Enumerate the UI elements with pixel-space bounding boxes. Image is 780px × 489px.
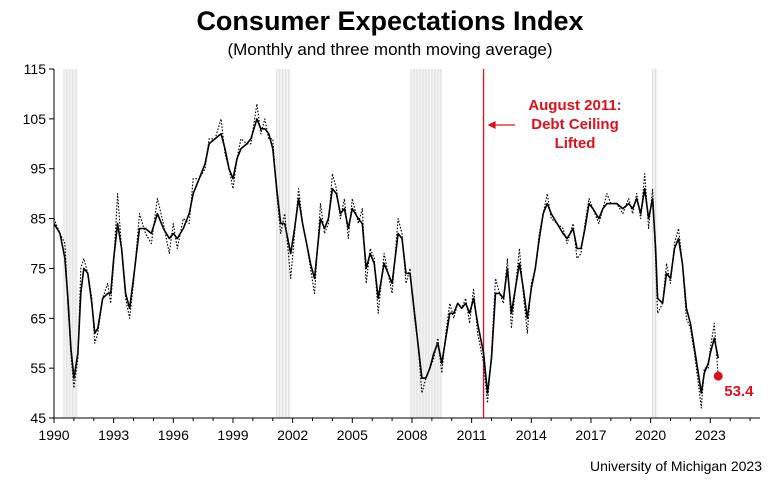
annotation-arrow-head	[487, 121, 496, 129]
x-tick-label: 2002	[277, 427, 308, 443]
annotation-group: August 2011: Debt Ceiling Lifted	[528, 97, 621, 152]
annotation-line-1: August 2011:	[528, 97, 621, 114]
recession-band-1	[276, 69, 291, 418]
series-moving-average-line	[53, 118, 719, 394]
axes: 45 55 65 75 85 95 105 115 1990 1993 1996 1999 2002 20…	[23, 61, 760, 443]
y-tick-label: 45	[30, 410, 46, 426]
x-tick-label: 2023	[695, 427, 726, 443]
last-value-group: 53.4	[713, 371, 754, 400]
last-value-dot	[713, 371, 723, 381]
recession-band-0	[63, 69, 78, 418]
y-tick-label: 75	[30, 260, 46, 276]
event-marker	[482, 69, 515, 418]
x-tick-label: 2017	[575, 427, 606, 443]
x-tick-label: 2005	[337, 427, 368, 443]
x-tick-label: 2020	[635, 427, 666, 443]
x-tick-label: 2011	[457, 427, 487, 443]
x-tick-label: 1990	[38, 427, 69, 443]
series-lines	[53, 103, 719, 409]
chart-title: Consumer Expectations Index	[196, 6, 584, 36]
y-tick-label: 105	[23, 111, 47, 127]
last-value-label: 53.4	[724, 383, 754, 400]
chart-subtitle: (Monthly and three month moving average)	[227, 40, 553, 59]
y-tick-label: 65	[30, 310, 46, 326]
x-tick-label: 1999	[217, 427, 248, 443]
recession-band-2	[410, 69, 442, 418]
source-credit: University of Michigan 2023	[590, 458, 762, 474]
y-tick-label: 115	[24, 61, 47, 77]
y-tick-label: 55	[30, 360, 46, 376]
y-tick-label: 85	[30, 211, 46, 227]
y-tick-label: 95	[30, 161, 46, 177]
annotation-line-3: Lifted	[555, 135, 596, 152]
annotation-line-2: Debt Ceiling	[531, 116, 619, 133]
x-tick-label: 1993	[98, 427, 129, 443]
series-monthly-line	[53, 103, 719, 409]
x-tick-label: 2014	[516, 427, 547, 443]
x-tick-label: 2008	[396, 427, 427, 443]
x-tick-label: 1996	[158, 427, 189, 443]
